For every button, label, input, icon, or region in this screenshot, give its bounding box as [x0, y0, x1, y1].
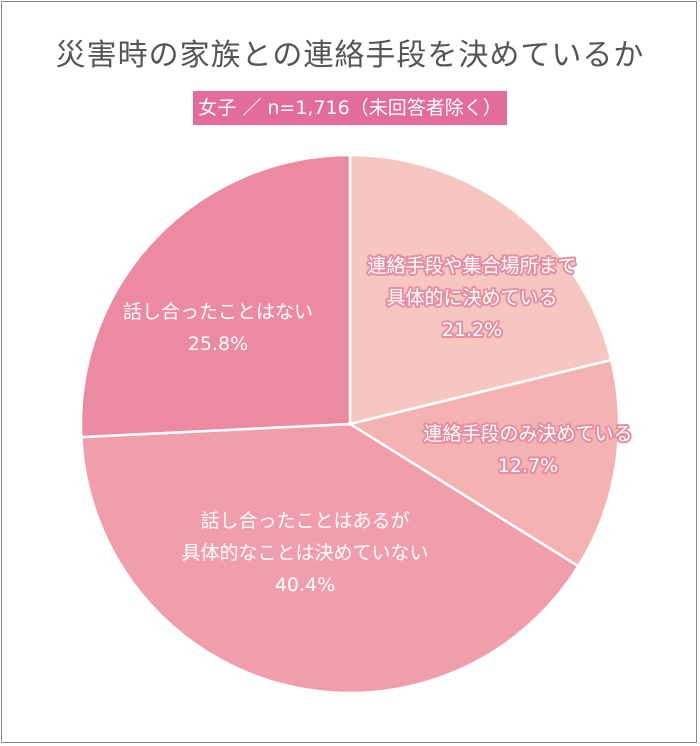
- slice-category-label: 連絡手段のみ決めている: [423, 423, 632, 445]
- slice-value-label: 21.2%: [442, 319, 502, 341]
- pie-slice: [348, 153, 613, 426]
- pie-slice: [80, 422, 581, 695]
- pie-slices: [79, 153, 621, 695]
- slice-value-label: 40.4%: [275, 574, 335, 596]
- pie-slice: [346, 358, 621, 568]
- slice-category-label: 話し合ったことはない: [123, 301, 313, 323]
- slice-value-label: 25.8%: [188, 333, 248, 355]
- slice-category-label: 具体的なことは決めていない: [181, 542, 428, 564]
- slice-category-label: 話し合ったことはあるが: [200, 510, 409, 532]
- slice-value-label: 12.7%: [498, 455, 558, 477]
- chart-title: 災害時の家族との連絡手段を決めているか: [55, 38, 645, 73]
- slice-category-label: 具体的に決めている: [386, 287, 557, 309]
- subtitle-badge: 女子 ／ n=1,716（未回答者除く）: [193, 91, 507, 125]
- slice-category-label: 連絡手段や集合場所まで: [367, 255, 576, 277]
- pie-slice: [79, 153, 352, 439]
